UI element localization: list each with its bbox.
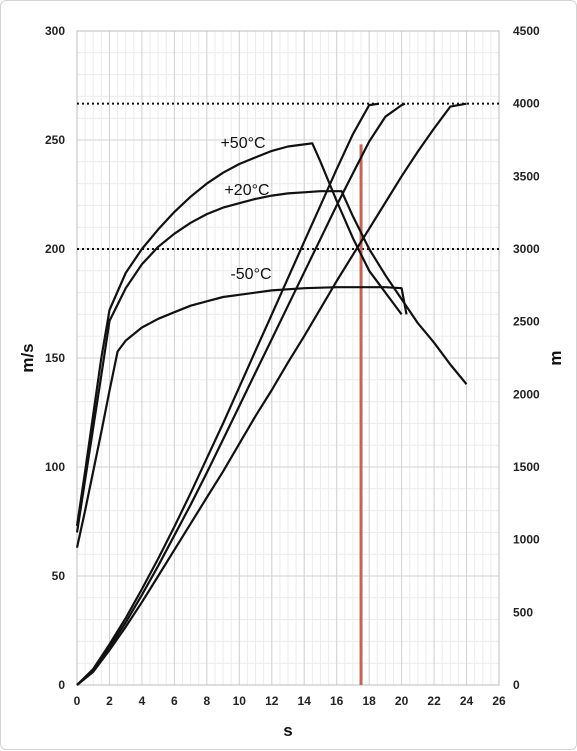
- series-annotations: +50°C +20°C -50°C: [220, 135, 271, 283]
- series-line-2: [75, 286, 408, 548]
- x-tick-label: 10: [233, 694, 247, 708]
- series-line-0: [75, 142, 403, 527]
- x-tick-label: 0: [74, 694, 81, 708]
- y2-tick-label: 1000: [513, 533, 540, 547]
- y-tick-label: 0: [58, 678, 65, 692]
- series-layer: [75, 102, 468, 686]
- x-tick-label: 8: [204, 694, 211, 708]
- y2-tick-label: 3500: [513, 169, 540, 183]
- annotation-label: +50°C: [220, 135, 265, 152]
- series-line-4: [76, 102, 406, 686]
- series-line-5: [76, 102, 467, 686]
- y-tick-label: 250: [45, 133, 65, 147]
- y2-axis-title: m: [546, 350, 565, 365]
- x-tick-label: 2: [106, 694, 113, 708]
- y-tick-label: 50: [52, 569, 66, 583]
- x-tick-label: 14: [298, 694, 312, 708]
- y2-tick-label: 1500: [513, 460, 540, 474]
- plot-area: [76, 30, 500, 686]
- y2-tick-label: 4500: [513, 24, 540, 38]
- x-tick-label: 18: [362, 694, 376, 708]
- x-tick-label: 24: [460, 694, 474, 708]
- y-tick-label: 300: [45, 24, 65, 38]
- series-line-3: [76, 102, 380, 686]
- annotation-label: +20°C: [224, 182, 269, 199]
- x-tick-label: 26: [492, 694, 506, 708]
- y2-tick-label: 500: [513, 605, 533, 619]
- x-tick-label: 6: [171, 694, 178, 708]
- x-axis-title: s: [283, 721, 292, 740]
- x-tick-label: 16: [330, 694, 344, 708]
- y2-tick-label: 0: [513, 678, 520, 692]
- y-tick-label: 100: [45, 460, 65, 474]
- y-tick-labels: 0 50 100 150 200 250 300: [45, 24, 65, 692]
- y2-tick-label: 4000: [513, 97, 540, 111]
- y2-tick-label: 3000: [513, 242, 540, 256]
- x-tick-label: 4: [139, 694, 146, 708]
- y2-tick-labels: 0 500 1000 1500 2000 2500 3000 3500 4000 4500: [513, 24, 540, 692]
- plot-border: [76, 30, 500, 686]
- x-tick-label: 12: [265, 694, 279, 708]
- annotation-label: -50°C: [230, 266, 271, 283]
- y2-tick-label: 2500: [513, 315, 540, 329]
- y2-tick-label: 2000: [513, 387, 540, 401]
- x-tick-label: 22: [427, 694, 441, 708]
- y-tick-label: 150: [45, 351, 65, 365]
- y-tick-label: 200: [45, 242, 65, 256]
- x-tick-label: 20: [395, 694, 409, 708]
- x-tick-labels: 0 2 4 6 8 10 12 14 16 18 20 22 24 26: [74, 694, 506, 708]
- y-axis-title: m/s: [18, 343, 37, 372]
